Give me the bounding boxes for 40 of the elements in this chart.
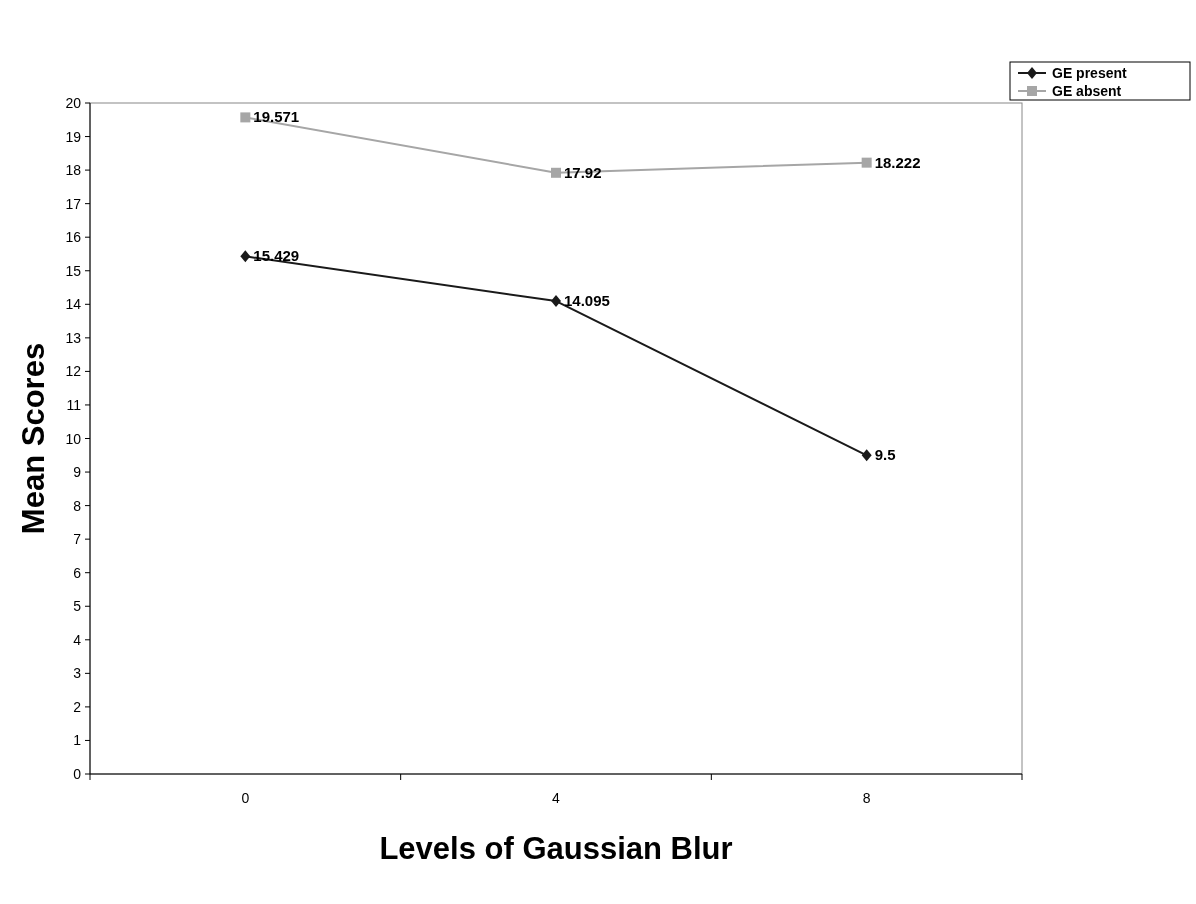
data-label: 19.571: [253, 108, 300, 126]
y-axis-title: Mean Scores: [16, 342, 51, 535]
data-label: 15.429: [253, 247, 300, 265]
data-label: 17.92: [564, 163, 602, 181]
y-tick-label: 6: [73, 564, 82, 581]
y-tick-label: 2: [73, 698, 82, 715]
y-tick-label: 9: [73, 464, 82, 481]
y-tick-label: 13: [65, 329, 82, 346]
point: [861, 157, 872, 168]
y-tick-label: 8: [73, 497, 82, 514]
y-tick-label: 12: [65, 363, 82, 380]
x-axis-title: Levels of Gaussian Blur: [379, 831, 733, 866]
y-tick-label: 5: [73, 598, 82, 615]
y-tick-label: 0: [73, 766, 82, 782]
y-tick-label: 7: [73, 531, 82, 548]
point: [551, 167, 561, 178]
point: [240, 112, 251, 123]
y-tick-label: 14: [65, 296, 82, 313]
legend-label: GE absent: [1052, 83, 1122, 99]
point: [861, 449, 872, 462]
y-tick-label: 18: [65, 162, 82, 179]
legend-label: GE present: [1052, 65, 1128, 81]
point: [240, 250, 251, 263]
x-tick-label: 4: [552, 790, 561, 806]
y-tick-label: 11: [66, 396, 82, 413]
data-label: 14.095: [564, 292, 610, 310]
y-tick-label: 1: [73, 732, 82, 749]
data-label: 9.5: [874, 446, 896, 464]
y-tick-label: 19: [65, 128, 82, 145]
data-label: 18.222: [874, 153, 921, 171]
y-tick-label: 17: [65, 195, 82, 212]
y-tick-label: 10: [65, 430, 82, 447]
y-tick-label: 15: [65, 262, 82, 279]
y-tick-label: 4: [73, 631, 82, 648]
x-tick-label: 8: [862, 790, 871, 806]
y-tick-label: 20: [65, 95, 82, 111]
y-tick-label: 3: [73, 665, 82, 682]
point: [551, 295, 561, 308]
y-tick-label: 16: [65, 229, 82, 246]
x-tick-label: 0: [241, 790, 250, 806]
